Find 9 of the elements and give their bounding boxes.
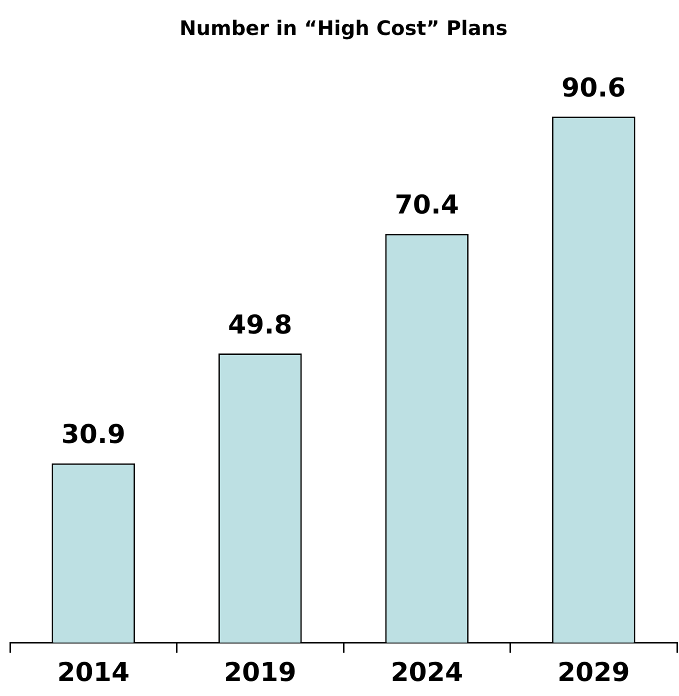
data-label: 49.8 — [228, 310, 292, 340]
chart-title: Number in “High Cost” Plans — [180, 16, 508, 40]
data-label: 30.9 — [61, 420, 126, 450]
data-label: 90.6 — [562, 73, 626, 104]
x-tick-label: 2029 — [557, 658, 630, 688]
x-tick-label: 2024 — [390, 658, 464, 688]
x-tick-label: 2019 — [224, 658, 296, 688]
x-tick-label: 2014 — [57, 658, 130, 688]
data-label: 70.4 — [394, 190, 459, 221]
